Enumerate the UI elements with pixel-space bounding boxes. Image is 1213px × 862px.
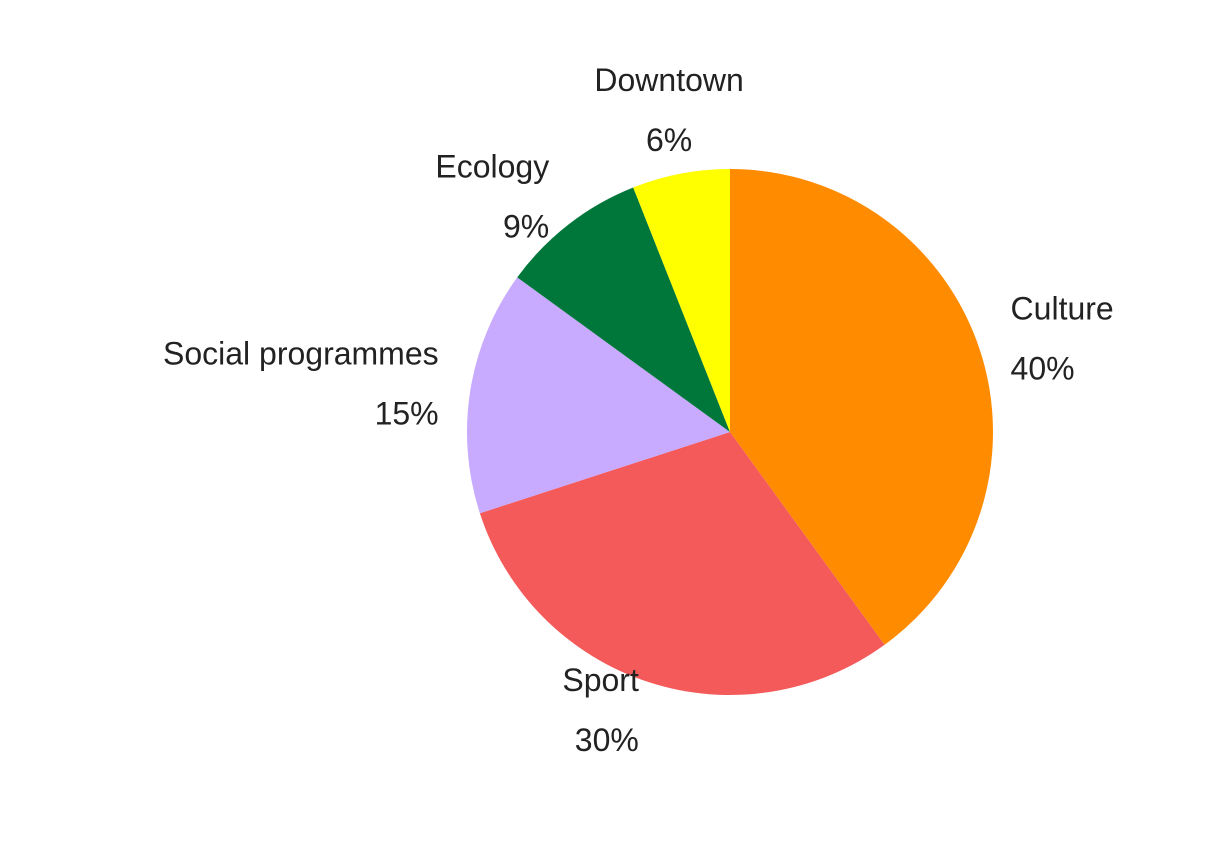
slice-value-label: 40% xyxy=(1011,350,1075,386)
slice-value-label: 15% xyxy=(375,395,439,431)
slice-label: Downtown xyxy=(594,62,743,98)
slice-label: Sport xyxy=(562,662,639,698)
pie-slice xyxy=(517,187,730,432)
slice-label: Social programmes xyxy=(163,335,439,371)
slice-value-label: 6% xyxy=(646,122,692,158)
slice-label: Culture xyxy=(1011,290,1114,326)
pie-slice xyxy=(633,169,730,432)
slice-label: Ecology xyxy=(435,148,549,184)
slice-value-label: 30% xyxy=(575,722,639,758)
pie-slice xyxy=(479,432,885,696)
slice-value-label: 9% xyxy=(503,208,549,244)
pie-slice xyxy=(467,277,730,514)
pie-slice xyxy=(730,169,994,645)
